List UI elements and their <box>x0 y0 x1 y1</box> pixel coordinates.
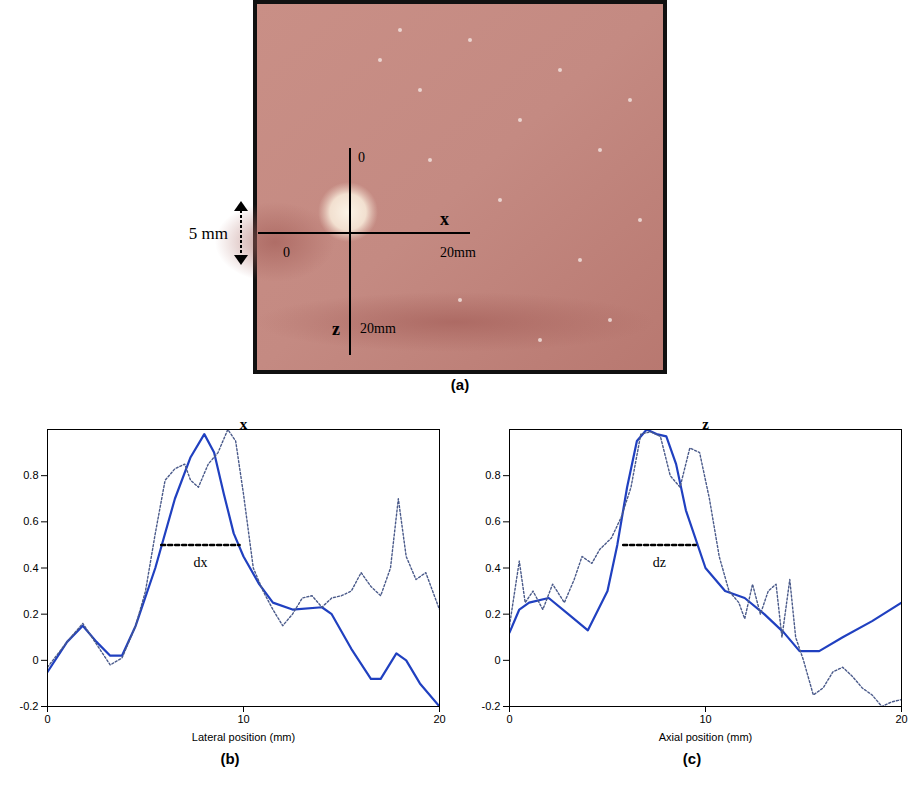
svg-text:Axial position (mm): Axial position (mm) <box>659 731 753 743</box>
svg-text:dx: dx <box>193 555 207 570</box>
svg-text:-0.2: -0.2 <box>20 700 39 712</box>
svg-text:0: 0 <box>44 713 50 725</box>
svg-text:0.4: 0.4 <box>485 562 500 574</box>
svg-text:dz: dz <box>653 555 666 570</box>
svg-text:z: z <box>702 416 709 432</box>
html-text:(b): (b) <box>220 750 240 767</box>
svg-text:x: x <box>240 416 248 432</box>
svg-text:20mm: 20mm <box>360 321 396 336</box>
svg-text:0.6: 0.6 <box>23 515 38 527</box>
svg-text:Lateral position (mm): Lateral position (mm) <box>192 731 295 743</box>
svg-text:20: 20 <box>895 713 907 725</box>
svg-text:10: 10 <box>237 713 249 725</box>
svg-text:0.8: 0.8 <box>23 469 38 481</box>
svg-text:20: 20 <box>433 713 445 725</box>
svg-text:0: 0 <box>283 245 290 260</box>
svg-text:0.4: 0.4 <box>23 562 38 574</box>
html-text:(c): (c) <box>682 750 702 767</box>
svg-text:0.2: 0.2 <box>485 608 500 620</box>
svg-text:0: 0 <box>32 654 38 666</box>
svg-text:-0.2: -0.2 <box>482 700 501 712</box>
svg-text:z: z <box>332 319 340 339</box>
svg-text:0.2: 0.2 <box>23 608 38 620</box>
svg-text:10: 10 <box>699 713 711 725</box>
svg-text:20mm: 20mm <box>440 245 476 260</box>
svg-text:x: x <box>440 209 449 229</box>
svg-text:5 mm: 5 mm <box>189 224 228 243</box>
svg-text:0.8: 0.8 <box>485 469 500 481</box>
svg-text:0: 0 <box>506 713 512 725</box>
svg-text:0: 0 <box>358 150 365 165</box>
svg-text:0: 0 <box>494 654 500 666</box>
svg-text:0.6: 0.6 <box>485 515 500 527</box>
svg-text:(a): (a) <box>451 376 469 393</box>
